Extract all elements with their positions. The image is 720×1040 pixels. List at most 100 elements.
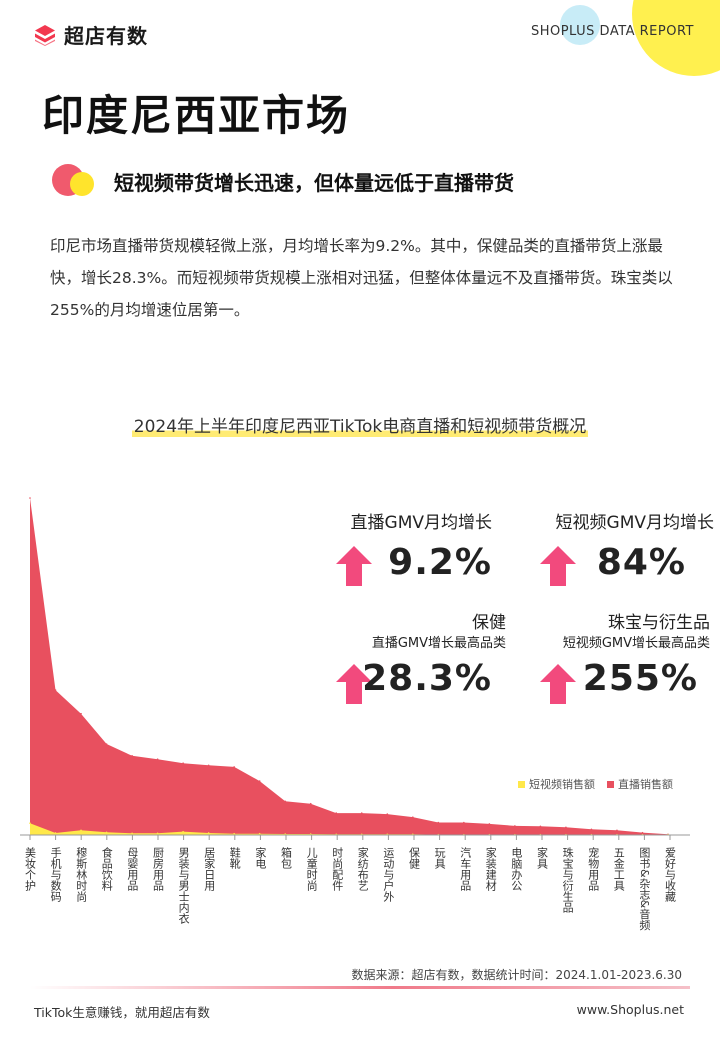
- legend-label-live: 直播销售额: [618, 778, 673, 791]
- x-tick-label: 爱好与收藏: [664, 847, 677, 903]
- data-point-live: [156, 758, 159, 760]
- data-point-live: [131, 755, 133, 757]
- data-point-short-video: [182, 830, 184, 833]
- data-point-live: [182, 762, 184, 765]
- legend-swatch-short-video: [518, 780, 525, 788]
- short-growth-value: 84%: [596, 542, 686, 583]
- brand-logo-icon: [35, 24, 55, 46]
- short-growth-label: 短视频GMV月均增长: [555, 513, 714, 533]
- data-point-live: [80, 712, 82, 715]
- data-point-short-video: [131, 832, 133, 835]
- live-growth-stat: 直播GMV月均增长 9.2%: [351, 512, 492, 583]
- data-point-live: [437, 821, 440, 824]
- data-point-live: [335, 812, 338, 814]
- x-tick-label: 家电: [254, 846, 267, 869]
- data-point-live: [616, 829, 618, 832]
- up-arrow-icon: [336, 664, 372, 704]
- x-tick-label: 保健: [408, 846, 421, 869]
- data-point-short-video: [258, 832, 261, 835]
- live-growth-value: 9.2%: [388, 542, 492, 583]
- data-point-live: [590, 828, 593, 831]
- data-point-live: [54, 689, 57, 691]
- data-point-live: [514, 825, 516, 827]
- data-point-live: [284, 800, 287, 803]
- short-top-category: 珠宝与衍生品: [608, 613, 710, 633]
- x-tick-label: 汽车用品: [459, 846, 472, 891]
- x-tick-label: 鞋靴: [228, 846, 241, 870]
- data-point-live: [309, 802, 312, 805]
- data-source: 数据来源：超店有数，数据统计时间：2024.1.01-2023.6.30: [351, 968, 682, 982]
- intro-paragraph: 印尼市场直播带货规模轻微上涨，月均增长率为9.2%。其中，保健品类的直播带货上涨…: [50, 237, 673, 319]
- data-point-live: [488, 823, 491, 825]
- data-point-short-video: [105, 831, 108, 834]
- data-point-short-video: [309, 833, 312, 835]
- short-top-category-stat: 珠宝与衍生品 短视频GMV增长最高品类 255%: [563, 612, 710, 699]
- data-point-short-video: [284, 833, 287, 835]
- chart-title: 2024年上半年印度尼西亚TikTok电商直播和短视频带货概况: [0, 412, 720, 437]
- x-tick-label: 运动与户外: [382, 847, 395, 903]
- short-growth-stat: 短视频GMV月均增长 84%: [556, 512, 714, 583]
- footer-divider: [30, 986, 690, 989]
- x-tick-label: 时尚配件: [331, 847, 344, 892]
- footer-website: www.Shoplus.net: [576, 1002, 684, 1017]
- data-point-live: [412, 816, 414, 818]
- x-tick-label: 食品饮料: [100, 846, 113, 892]
- live-top-value: 28.3%: [362, 658, 492, 699]
- chart-title-text: 2024年上半年印度尼西亚TikTok电商直播和短视频带货概况: [131, 417, 589, 437]
- live-top-label: 直播GMV增长最高品类: [371, 636, 506, 651]
- up-arrow-icon: [540, 546, 576, 586]
- x-tick-label: 男装与男士内衣: [177, 847, 190, 924]
- data-point-live: [29, 497, 31, 499]
- data-point-live: [105, 743, 108, 745]
- subtitle-row: 短视频带货增长迅速，但体量远低于直播带货: [50, 162, 514, 200]
- short-top-label: 短视频GMV增长最高品类: [562, 636, 710, 651]
- x-tick-label: 穆斯林时尚: [75, 846, 88, 903]
- series-area-short-video: [30, 823, 668, 835]
- data-point-short-video: [29, 822, 31, 825]
- data-point-live: [641, 831, 644, 834]
- legend-item-short-video: 短视频销售额: [518, 776, 595, 792]
- up-arrow-icon: [336, 546, 372, 586]
- data-point-live: [565, 826, 567, 829]
- legend-label-short-video: 短视频销售额: [529, 778, 595, 791]
- up-arrow-icon: [540, 664, 576, 704]
- data-point-live: [207, 764, 210, 767]
- data-point-short-video: [233, 832, 235, 835]
- data-point-live: [233, 766, 235, 768]
- brand-name: 超店有数: [64, 24, 148, 48]
- subtitle-dots-icon: [50, 162, 100, 200]
- section-subtitle: 短视频带货增长迅速，但体量远低于直播带货: [114, 170, 514, 195]
- data-point-short-video: [156, 832, 159, 835]
- decorative-blue-circle: [560, 5, 600, 45]
- report-tag: SHOPLUS DATA REPORT: [530, 24, 694, 39]
- x-tick-label: 五金工具: [612, 847, 625, 891]
- legend-item-live: 直播销售额: [607, 776, 673, 792]
- x-tick-label: 手机与数码: [49, 846, 62, 903]
- x-tick-label: 家装建材: [484, 846, 497, 891]
- data-point-live: [539, 825, 542, 828]
- x-tick-label: 儿童时尚: [305, 847, 318, 892]
- x-tick-label: 图书&杂志&音频: [638, 847, 651, 931]
- x-tick-label: 玩具: [433, 847, 446, 869]
- data-point-live: [360, 812, 363, 814]
- series-area-live: [30, 498, 668, 835]
- page-title: 印度尼西亚市场: [42, 91, 351, 140]
- x-tick-label: 美妆个护: [24, 847, 37, 892]
- x-tick-label: 珠宝与衍生品: [561, 846, 574, 913]
- data-point-live: [386, 813, 389, 815]
- live-top-category: 保健: [472, 613, 506, 633]
- x-tick-label: 居家日用: [203, 847, 216, 892]
- data-point-short-video: [207, 832, 210, 834]
- data-point-live: [258, 780, 261, 782]
- x-tick-label: 宠物用品: [587, 846, 600, 891]
- x-tick-label: 箱包: [280, 846, 293, 869]
- x-tick-label: 母婴用品: [126, 847, 139, 891]
- x-tick-label: 电脑办公: [510, 847, 523, 891]
- brand-logo: 超店有数: [34, 20, 148, 49]
- live-top-category-stat: 保健 直播GMV增长最高品类 28.3%: [362, 612, 506, 699]
- data-point-short-video: [54, 832, 57, 834]
- footer-slogan: TikTok生意赚钱，就用超店有数: [34, 1005, 210, 1020]
- x-tick-label: 家具: [536, 846, 549, 869]
- sales-area-chart: 美妆个护 手机与数码 穆斯林时尚 食品饮料 母婴用品 厨房用品 男装与男士内衣 居家日用 鞋靴家…: [20, 497, 690, 931]
- live-growth-label: 直播GMV月均增长: [350, 513, 492, 533]
